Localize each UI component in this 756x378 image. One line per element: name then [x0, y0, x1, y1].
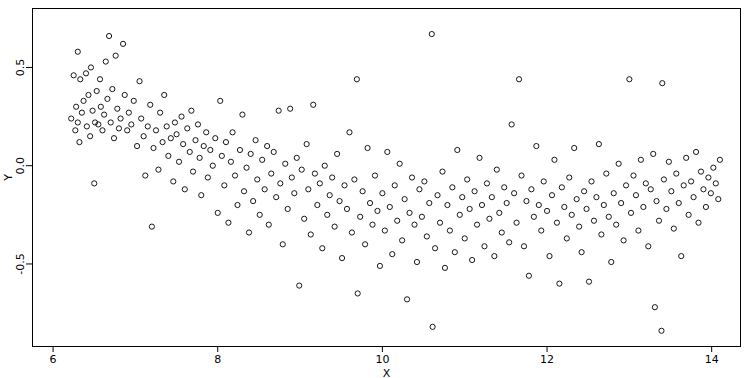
- svg-text:8: 8: [214, 353, 221, 366]
- svg-text:Y: Y: [2, 174, 15, 182]
- svg-text:0.0: 0.0: [14, 157, 27, 175]
- svg-text:-0.5: -0.5: [14, 253, 27, 274]
- svg-text:14: 14: [705, 353, 719, 366]
- svg-text:0.5: 0.5: [14, 59, 27, 77]
- svg-text:X: X: [383, 367, 391, 378]
- svg-text:12: 12: [540, 353, 554, 366]
- svg-text:6: 6: [50, 353, 57, 366]
- svg-text:10: 10: [375, 353, 389, 366]
